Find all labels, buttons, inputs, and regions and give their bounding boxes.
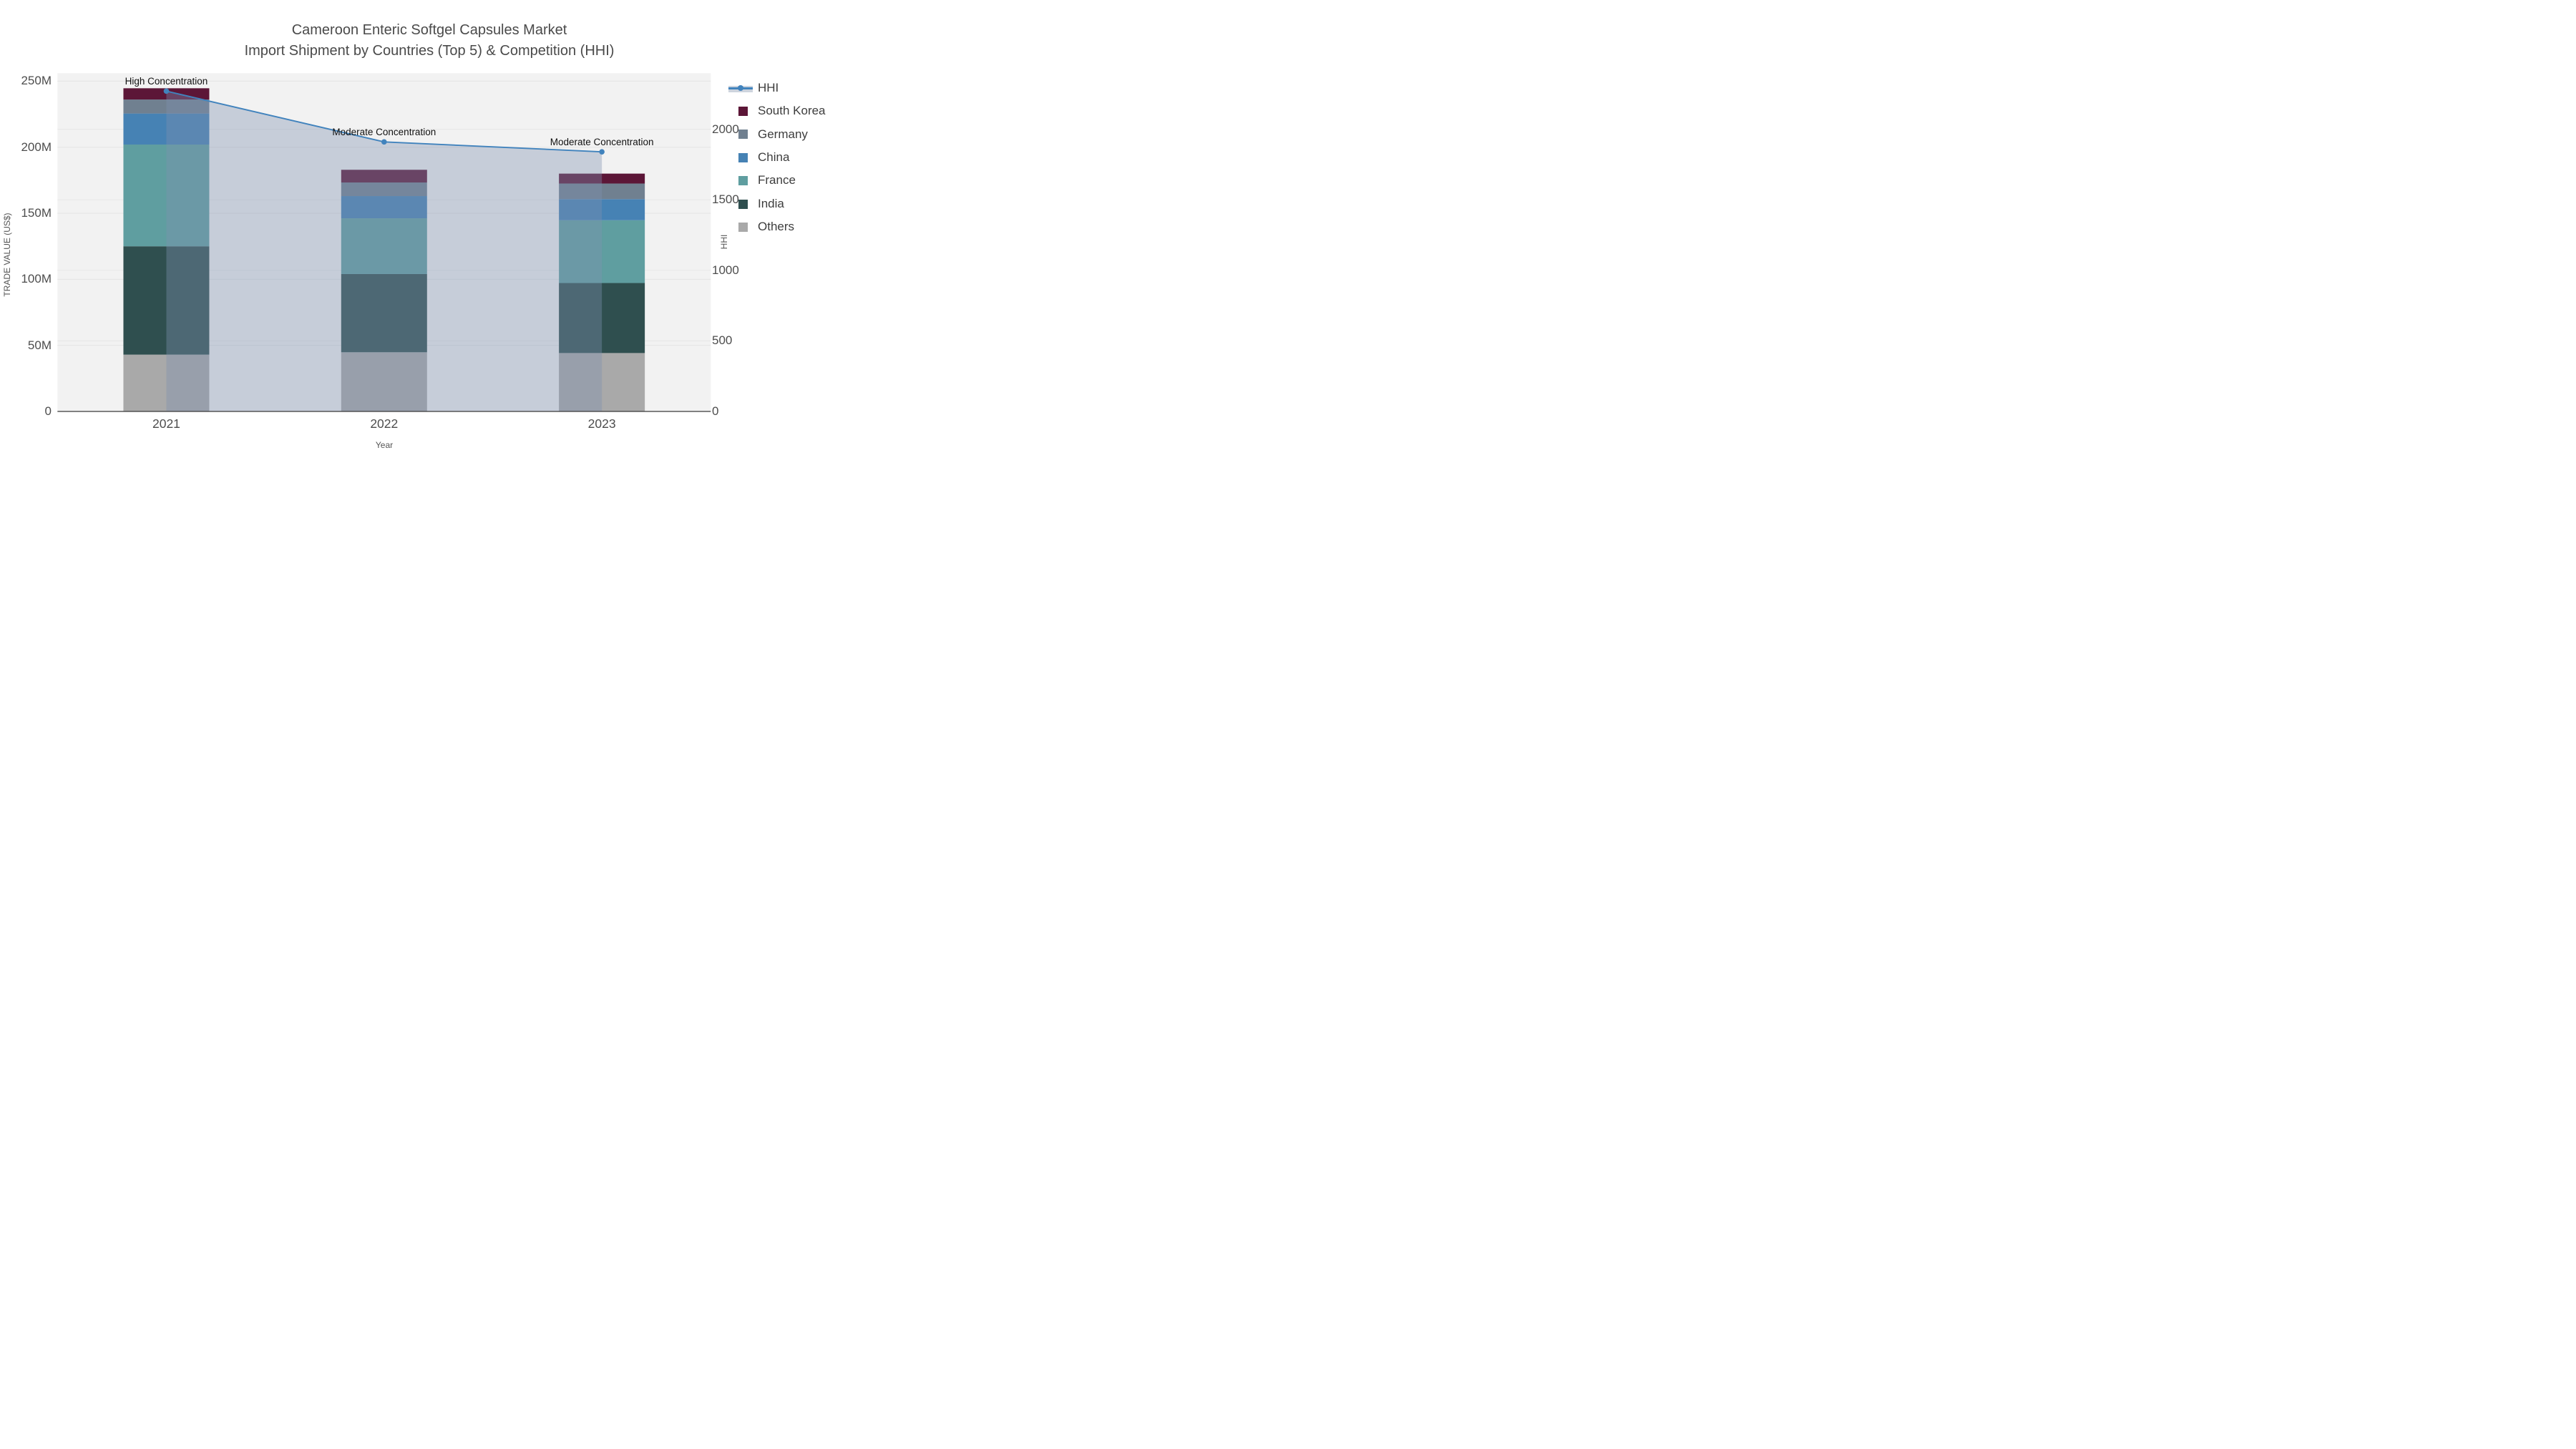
legend-swatch-south-korea xyxy=(738,106,748,116)
bar-2021-others[interactable] xyxy=(123,354,210,411)
legend-hhi-marker-dot xyxy=(738,85,743,92)
x-axis-title: Year xyxy=(375,440,394,450)
y-axis-tick-100M: 100M xyxy=(21,272,52,286)
bar-2023-south-korea[interactable] xyxy=(559,173,645,184)
bar-2023-france[interactable] xyxy=(559,220,645,283)
chart-title-line1: Cameroon Enteric Softgel Capsules Market xyxy=(291,22,567,38)
y2-axis-tick-1500: 1500 xyxy=(712,192,739,207)
legend-label: India xyxy=(758,197,784,210)
legend-swatch-germany xyxy=(738,130,748,140)
legend-hhi-line-icon xyxy=(728,83,753,93)
legend-swatch-france xyxy=(738,175,748,185)
legend-label: HHI xyxy=(758,80,779,94)
legend-label: Germany xyxy=(758,127,808,141)
figure: Cameroon Enteric Softgel Capsules Market… xyxy=(0,0,859,483)
legend-swatch-others xyxy=(738,222,748,232)
y-axis-tick-200M: 200M xyxy=(21,140,52,154)
bar-2022-china[interactable] xyxy=(341,196,427,219)
y2-axis-tick-0: 0 xyxy=(712,404,719,418)
legend-item-germany[interactable]: Germany xyxy=(728,127,808,142)
y2-axis-tick-2000: 2000 xyxy=(712,122,739,136)
y-axis-tick-150M: 150M xyxy=(21,206,52,220)
legend-item-others[interactable]: Others xyxy=(728,220,794,234)
annotation-2023: Moderate Concentration xyxy=(550,137,654,148)
bar-2022-india[interactable] xyxy=(341,273,427,353)
legend-item-france[interactable]: France xyxy=(728,173,796,187)
y-axis-tick-250M: 250M xyxy=(21,74,52,88)
bar-2021-france[interactable] xyxy=(123,145,210,247)
annotation-2021: High Concentration xyxy=(125,76,208,87)
bar-2022-france[interactable] xyxy=(341,218,427,274)
y-axis-tick-50M: 50M xyxy=(27,338,52,352)
x-axis-tick-2023: 2023 xyxy=(587,416,616,431)
legend-swatch-china xyxy=(738,152,748,162)
bar-2023-others[interactable] xyxy=(559,353,645,411)
bar-2021-india[interactable] xyxy=(123,246,210,355)
bar-2023-india[interactable] xyxy=(559,283,645,353)
x-axis-tick-2021: 2021 xyxy=(152,416,180,431)
chart-title-line2: Import Shipment by Countries (Top 5) & C… xyxy=(244,43,615,59)
legend-item-india[interactable]: India xyxy=(728,197,784,211)
legend-label: France xyxy=(758,173,796,187)
bar-2022-south-korea[interactable] xyxy=(341,170,427,183)
legend-label: South Korea xyxy=(758,104,826,118)
legend-item-hhi[interactable]: HHI xyxy=(728,81,779,95)
chart-canvas xyxy=(57,73,711,412)
annotation-2022: Moderate Concentration xyxy=(332,127,436,138)
bar-2021-germany[interactable] xyxy=(123,99,210,114)
hhi-area-fill xyxy=(166,91,602,411)
legend-label: China xyxy=(758,150,790,164)
y2-axis-tick-500: 500 xyxy=(712,333,733,348)
bar-2022-others[interactable] xyxy=(341,352,427,411)
bar-2023-china[interactable] xyxy=(559,199,645,220)
hhi-point-2023[interactable] xyxy=(599,149,605,155)
legend-item-china[interactable]: China xyxy=(728,150,789,165)
bar-2021-china[interactable] xyxy=(123,113,210,145)
bar-2022-germany[interactable] xyxy=(341,182,427,197)
legend-label: Others xyxy=(758,220,795,234)
chart-title: Cameroon Enteric Softgel Capsules Market… xyxy=(0,20,859,62)
hhi-point-2022[interactable] xyxy=(381,139,387,145)
legend-item-south-korea[interactable]: South Korea xyxy=(728,104,826,118)
y2-axis-tick-1000: 1000 xyxy=(712,263,739,277)
hhi-point-2021[interactable] xyxy=(163,88,170,94)
x-axis-tick-2022: 2022 xyxy=(370,416,399,431)
legend-swatch-india xyxy=(738,199,748,209)
bar-2023-germany[interactable] xyxy=(559,183,645,200)
y-axis-tick-0: 0 xyxy=(44,404,52,418)
